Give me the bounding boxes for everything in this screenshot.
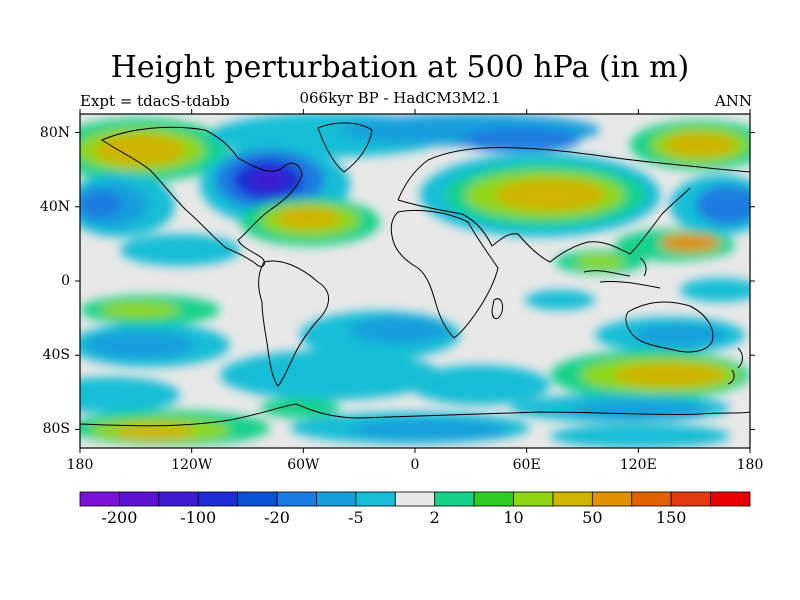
- colorbar-swatch: [79, 491, 120, 507]
- colorbar-swatch: [591, 491, 633, 507]
- coastline-africa: [390, 209, 499, 339]
- contour-region: [350, 420, 510, 440]
- contour-region: [100, 302, 180, 318]
- colorbar-swatch: [670, 491, 711, 507]
- colorbar-swatch: [710, 491, 751, 507]
- season-label: ANN: [714, 92, 752, 110]
- contour-region: [696, 185, 750, 225]
- contour-region: [635, 324, 725, 346]
- contour-region: [80, 377, 180, 413]
- lat-tick-label: 40S: [42, 347, 70, 364]
- contour-region: [85, 331, 195, 359]
- colorbar-label: -20: [264, 508, 290, 527]
- axis-ticks: [75, 109, 755, 453]
- contour-region: [350, 316, 450, 344]
- colorbar-label: 150: [655, 508, 687, 527]
- lon-tick-label: 120E: [619, 457, 657, 473]
- lon-tick-label: 120W: [171, 457, 213, 473]
- colorbar-swatch: [316, 491, 357, 507]
- contour-region: [525, 290, 595, 310]
- contour-region: [220, 350, 440, 400]
- coastline-greenland: [317, 122, 373, 173]
- coastline-north-america: [100, 126, 303, 267]
- coastline-new-zealand: [727, 347, 743, 385]
- lat-tick-label: 0: [61, 273, 70, 289]
- colorbar-swatch: [552, 491, 593, 507]
- colorbar-swatch: [513, 491, 554, 507]
- colorbar-label: -200: [101, 508, 138, 527]
- contour-region: [250, 170, 286, 190]
- lon-tick-label: 60W: [287, 457, 320, 473]
- coastline-indonesia: [583, 257, 661, 289]
- colorbar-swatch: [631, 491, 672, 507]
- colorbar-label: 50: [582, 508, 603, 527]
- colorbar-label: 10: [503, 508, 524, 527]
- contour-fields: [80, 114, 750, 448]
- colorbar-label: -100: [180, 508, 217, 527]
- colorbar-label: -5: [348, 508, 364, 527]
- lat-tick-label: 80N: [39, 124, 70, 141]
- colorbar-swatch: [119, 491, 160, 507]
- coastline-australia: [625, 301, 714, 353]
- colorbar-swatch: [434, 491, 475, 507]
- colorbar-swatch: [237, 491, 278, 507]
- colorbar-swatch: [158, 491, 199, 507]
- experiment-label: Expt = tdacS-tdabb: [80, 92, 230, 110]
- coastline-south-america: [258, 260, 329, 387]
- lon-tick-label: 180: [66, 457, 94, 473]
- contour-region: [550, 424, 730, 448]
- contour-region: [665, 133, 735, 157]
- contour-region: [120, 234, 240, 266]
- contour-region: [115, 424, 195, 440]
- map-title: Height perturbation at 500 hPa (in m): [110, 50, 690, 85]
- contour-region: [276, 207, 340, 229]
- colorbar: [79, 491, 751, 507]
- coastline-antarctica: [80, 403, 750, 427]
- lon-tick-label: 180: [736, 457, 764, 473]
- map-subtitle: 066kyr BP - HadCM3M2.1: [299, 89, 501, 107]
- coastlines: [80, 122, 750, 427]
- lon-tick-label: 0: [410, 457, 420, 473]
- contour-region: [615, 363, 725, 387]
- coastline-eurasia: [397, 147, 750, 263]
- contour-region: [410, 365, 550, 405]
- colorbar-swatch: [394, 491, 436, 507]
- contour-region: [80, 191, 122, 219]
- contour-region: [660, 234, 720, 252]
- colorbar-swatch: [473, 491, 514, 507]
- lon-tick-label: 60E: [512, 457, 541, 473]
- coastline-madagascar: [491, 298, 503, 319]
- contour-region: [495, 179, 605, 211]
- contour-region: [570, 401, 710, 419]
- colorbar-label: 2: [429, 508, 440, 527]
- colorbar-swatch: [197, 491, 239, 507]
- lat-tick-label: 40N: [39, 198, 70, 215]
- contour-region: [460, 128, 580, 152]
- colorbar-swatch: [276, 491, 317, 507]
- colorbar-swatch: [355, 491, 396, 507]
- lat-tick-label: 80S: [42, 421, 70, 438]
- contour-region: [575, 255, 625, 269]
- contour-region: [95, 134, 185, 166]
- contour-region: [680, 278, 750, 302]
